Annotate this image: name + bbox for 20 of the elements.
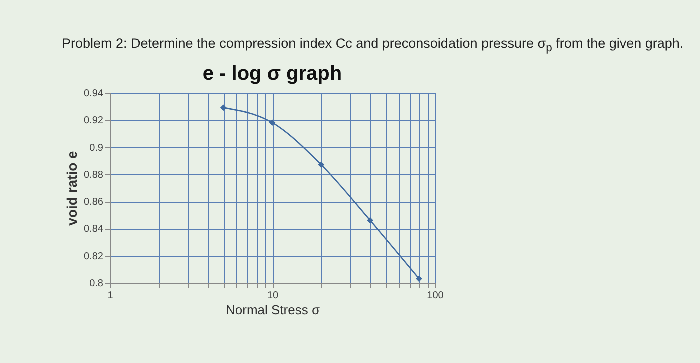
y-tick-label: 0.82 xyxy=(84,251,104,262)
x-tick-label: 100 xyxy=(427,290,444,302)
y-tick-label: 0.88 xyxy=(84,170,104,181)
y-tick-label: 0.8 xyxy=(90,278,104,290)
x-axis-title: Normal Stress σ xyxy=(226,302,320,318)
point xyxy=(367,217,374,224)
y-tick-label: 0.94 xyxy=(84,88,104,100)
point xyxy=(220,104,227,111)
point xyxy=(416,275,422,282)
x-tick-label: 10 xyxy=(267,290,279,302)
y-tick-label: 0.86 xyxy=(84,196,104,208)
y-tick-label: 0.92 xyxy=(84,115,104,126)
x-tick-label: 1 xyxy=(108,290,114,302)
point xyxy=(318,161,325,168)
y-tick-label: 0.84 xyxy=(84,224,104,235)
text: Problem 2: Determine the compression index Cc and preconsoidation pressure σ$_{p}$ from the given graph. xyxy=(62,36,685,55)
y-axis-title: void ratio e xyxy=(64,150,80,226)
y-tick-label: 0.9 xyxy=(90,142,104,154)
point xyxy=(269,119,276,126)
chart-title: e - log σ graph xyxy=(202,62,342,85)
